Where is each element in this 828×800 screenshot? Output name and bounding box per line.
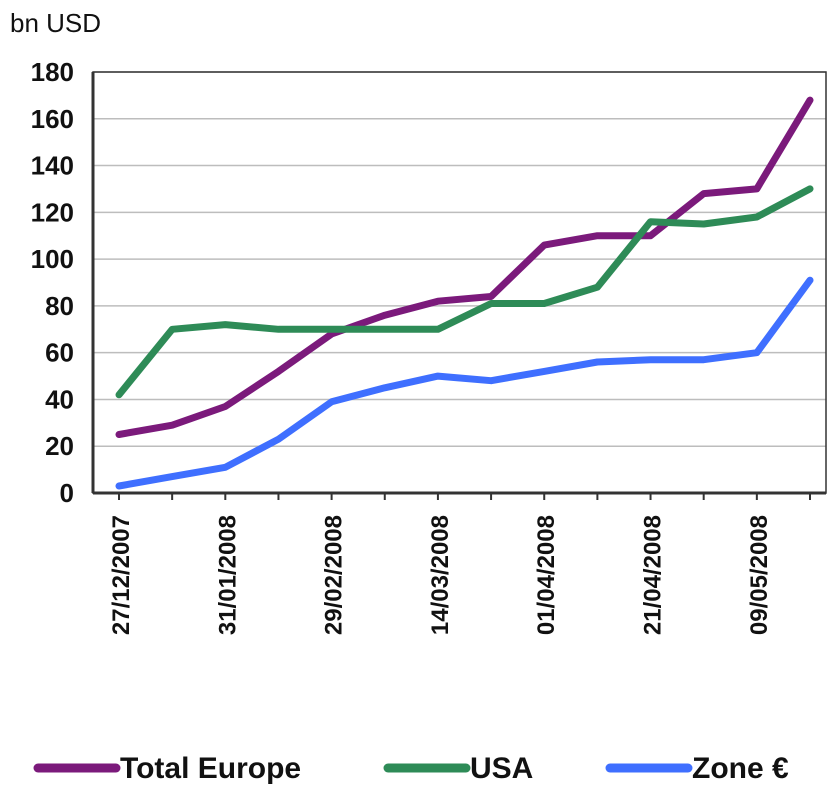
y-tick-label: 180	[31, 57, 74, 87]
legend: Total Europe USA Zone €	[33, 752, 789, 785]
y-tick-label: 60	[45, 338, 74, 368]
y-tick-label: 160	[31, 104, 74, 134]
x-tick-label: 27/12/2007	[108, 515, 135, 635]
legend-label: Zone €	[692, 752, 789, 785]
series-line	[115, 185, 814, 399]
y-axis-label: bn USD	[10, 8, 101, 38]
axes	[91, 71, 827, 500]
y-tick-label: 20	[45, 431, 74, 461]
series-line	[115, 96, 814, 438]
x-tick-label: 14/03/2008	[427, 515, 454, 635]
y-ticks: 0 20 40 60 80 100 120 140 160 180	[31, 57, 74, 508]
x-tick-label: 31/01/2008	[214, 515, 241, 635]
y-tick-label: 100	[31, 244, 74, 274]
x-ticks: 27/12/2007 31/01/2008 29/02/2008 14/03/2008…	[108, 515, 773, 635]
y-tick-label: 120	[31, 197, 74, 227]
series-line	[115, 276, 814, 490]
series-lines	[115, 96, 814, 490]
x-tick-label: 09/05/2008	[746, 515, 773, 635]
y-tick-label: 0	[60, 478, 74, 508]
legend-label: Total Europe	[120, 752, 301, 785]
y-tick-label: 140	[31, 151, 74, 181]
legend-label: USA	[470, 752, 533, 785]
x-tick-label: 21/04/2008	[640, 515, 667, 635]
y-tick-label: 40	[45, 384, 74, 414]
x-tick-label: 29/02/2008	[321, 515, 348, 635]
grid	[93, 71, 826, 447]
plot-frame	[92, 71, 827, 494]
y-tick-label: 80	[45, 291, 74, 321]
x-tick-label: 01/04/2008	[533, 515, 560, 635]
